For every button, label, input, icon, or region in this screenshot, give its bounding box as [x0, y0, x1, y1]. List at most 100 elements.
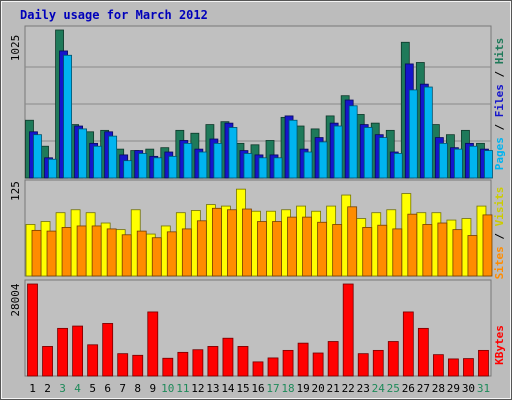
legend-files: Files — [493, 84, 506, 117]
day-label-14: 14 — [221, 382, 235, 395]
day-label-17: 17 — [266, 382, 279, 395]
bar-kbytes-day-26 — [402, 311, 414, 377]
bar-kbytes-day-22 — [342, 283, 354, 377]
bar-kbytes-day-17 — [267, 357, 279, 377]
day-label-16: 16 — [251, 382, 264, 395]
bar-kbytes-day-6 — [102, 323, 114, 377]
bar-sites-day-11 — [181, 228, 192, 277]
bar-pages-day-20 — [318, 141, 328, 179]
bar-kbytes-day-23 — [357, 353, 369, 377]
bar-kbytes-day-2 — [42, 346, 53, 377]
day-label-6: 6 — [104, 382, 111, 395]
bar-sites-day-23 — [362, 227, 373, 277]
bar-pages-day-12 — [198, 151, 208, 179]
bar-pages-day-26 — [408, 89, 418, 179]
legend-kbytes: KBytes — [493, 325, 506, 365]
bar-sites-day-27 — [422, 224, 433, 277]
bar-pages-day-4 — [78, 128, 87, 179]
bar-pages-day-5 — [93, 145, 103, 179]
day-label-23: 23 — [357, 382, 370, 395]
legend-sites: Sites — [493, 246, 506, 279]
day-label-26: 26 — [402, 382, 415, 395]
bar-pages-day-11 — [183, 142, 193, 179]
day-label-9: 9 — [149, 382, 156, 395]
day-label-24: 24 — [372, 382, 386, 395]
max-label-panel-3: 28004 — [9, 283, 22, 316]
chart-title: Daily usage for March 2012 — [20, 8, 208, 22]
bar-pages-day-3 — [63, 54, 72, 179]
svg-text:KBytes: KBytes — [493, 325, 506, 365]
bar-pages-day-16 — [258, 157, 268, 179]
bar-pages-day-13 — [213, 142, 223, 179]
bar-sites-day-12 — [196, 220, 207, 277]
bar-sites-day-22 — [347, 206, 358, 277]
bar-sites-day-9 — [151, 237, 162, 277]
day-label-19: 19 — [296, 382, 309, 395]
bar-sites-day-17 — [272, 221, 282, 277]
bar-pages-day-25 — [393, 153, 403, 179]
bar-pages-day-17 — [273, 157, 283, 179]
day-label-15: 15 — [236, 382, 249, 395]
bar-pages-day-21 — [333, 125, 343, 179]
bar-kbytes-day-9 — [147, 311, 159, 377]
bar-sites-day-30 — [467, 235, 478, 277]
day-label-2: 2 — [44, 382, 51, 395]
bar-kbytes-day-10 — [162, 357, 174, 377]
bar-sites-day-29 — [452, 229, 463, 277]
day-label-22: 22 — [342, 382, 355, 395]
bar-pages-day-14 — [228, 127, 238, 179]
bar-kbytes-day-29 — [448, 358, 459, 377]
bar-sites-day-2 — [46, 230, 57, 277]
bar-kbytes-day-12 — [192, 349, 204, 377]
bar-pages-day-19 — [303, 151, 313, 179]
bar-pages-day-30 — [469, 145, 478, 179]
bar-pages-day-6 — [108, 135, 118, 179]
day-label-25: 25 — [387, 382, 400, 395]
day-label-21: 21 — [327, 382, 340, 395]
bar-kbytes-day-19 — [297, 342, 309, 377]
day-label-1: 1 — [29, 382, 36, 395]
bar-kbytes-day-11 — [177, 351, 189, 377]
bar-kbytes-day-31 — [478, 349, 489, 377]
max-label-panel-1: 1025 — [9, 35, 22, 62]
bar-sites-day-20 — [317, 221, 328, 277]
bar-kbytes-day-20 — [312, 352, 324, 377]
bar-sites-day-28 — [437, 222, 448, 277]
bar-sites-day-19 — [302, 216, 312, 277]
bar-pages-day-28 — [438, 142, 448, 179]
day-label-18: 18 — [281, 382, 294, 395]
bar-sites-day-21 — [332, 224, 343, 277]
bar-pages-day-15 — [243, 153, 253, 179]
bar-kbytes-day-3 — [57, 327, 68, 377]
bar-sites-day-26 — [407, 213, 418, 277]
bar-pages-day-27 — [423, 86, 433, 179]
legend-panel-3: KBytes — [493, 325, 506, 365]
bar-pages-day-8 — [138, 153, 148, 179]
bar-sites-day-10 — [166, 231, 177, 277]
legend-separator: / — [493, 117, 506, 137]
bar-sites-day-4 — [76, 225, 87, 277]
day-label-3: 3 — [59, 382, 66, 395]
day-label-13: 13 — [206, 382, 219, 395]
bar-sites-day-6 — [106, 228, 117, 277]
bar-kbytes-day-8 — [132, 354, 144, 377]
bar-pages-day-23 — [363, 127, 373, 179]
bar-pages-day-10 — [168, 155, 178, 179]
bar-kbytes-day-1 — [27, 283, 38, 377]
day-label-12: 12 — [191, 382, 204, 395]
bar-kbytes-day-5 — [87, 344, 99, 377]
day-label-5: 5 — [89, 382, 96, 395]
bar-kbytes-day-7 — [117, 353, 129, 377]
max-label-panel-2: 125 — [9, 181, 22, 201]
day-label-27: 27 — [417, 382, 430, 395]
bar-kbytes-day-28 — [432, 354, 444, 377]
bar-pages-day-18 — [288, 119, 298, 179]
bar-kbytes-day-30 — [463, 358, 474, 377]
day-label-4: 4 — [74, 382, 81, 395]
legend-separator: / — [493, 64, 506, 84]
bar-sites-day-3 — [61, 227, 72, 277]
legend-hits: Hits — [493, 38, 506, 65]
day-label-20: 20 — [312, 382, 325, 395]
svg-text:Pages / Files / Hits: Pages / Files / Hits — [493, 38, 506, 171]
